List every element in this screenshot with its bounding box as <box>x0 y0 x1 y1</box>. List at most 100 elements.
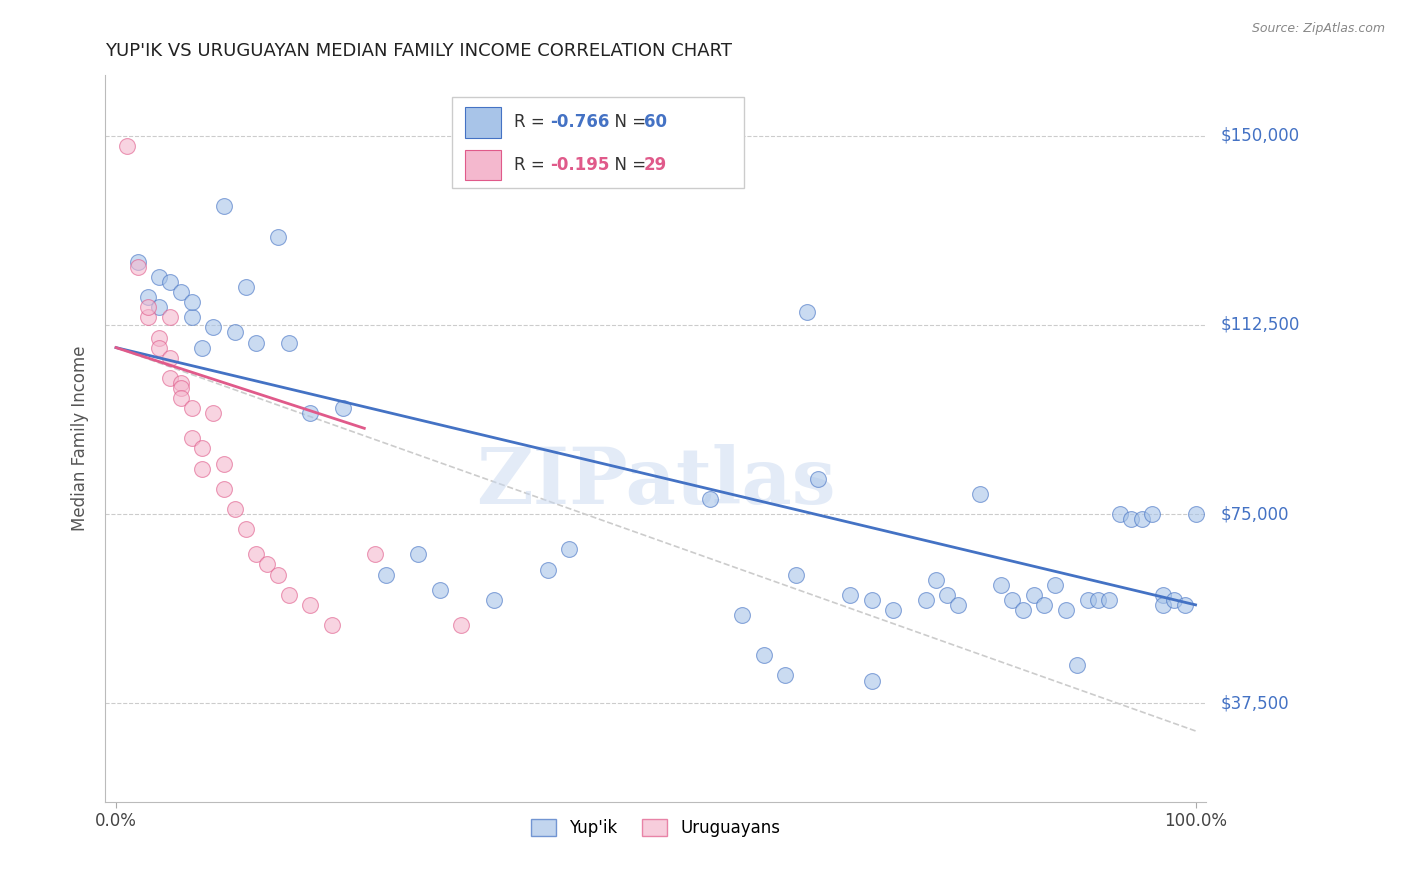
Point <box>807 472 830 486</box>
Point <box>267 567 290 582</box>
Point <box>1174 598 1197 612</box>
Point <box>170 285 193 299</box>
Point <box>202 320 225 334</box>
Point <box>321 618 343 632</box>
Point <box>1163 592 1185 607</box>
Point <box>159 371 181 385</box>
Point <box>860 592 883 607</box>
Point <box>235 522 257 536</box>
Legend: Yup'ik, Uruguayans: Yup'ik, Uruguayans <box>524 813 787 844</box>
Point <box>170 376 193 390</box>
Point <box>277 335 299 350</box>
Text: $37,500: $37,500 <box>1220 694 1289 712</box>
Point <box>364 548 387 562</box>
Point <box>537 562 560 576</box>
Point <box>1098 592 1121 607</box>
Point <box>138 310 160 325</box>
Point <box>1142 507 1164 521</box>
Point <box>1152 588 1174 602</box>
Point <box>1011 603 1033 617</box>
Point <box>277 588 299 602</box>
Point <box>1022 588 1045 602</box>
Point <box>1184 507 1206 521</box>
Point <box>731 607 754 622</box>
Point <box>1152 598 1174 612</box>
Point <box>127 255 149 269</box>
Point <box>775 668 797 682</box>
Text: R =: R = <box>513 156 550 174</box>
Point <box>1033 598 1056 612</box>
Point <box>170 391 193 405</box>
Point <box>1077 592 1099 607</box>
Point <box>159 310 181 325</box>
Point <box>299 598 322 612</box>
Point <box>450 618 472 632</box>
Point <box>138 290 160 304</box>
Point <box>202 406 225 420</box>
Text: R =: R = <box>513 113 550 131</box>
Text: $112,500: $112,500 <box>1220 316 1299 334</box>
Point <box>374 567 396 582</box>
Point <box>224 326 246 340</box>
Text: -0.195: -0.195 <box>550 156 609 174</box>
Point <box>1001 592 1024 607</box>
Point <box>839 588 862 602</box>
Point <box>860 673 883 688</box>
Point <box>159 275 181 289</box>
Point <box>1045 577 1067 591</box>
Point <box>148 300 170 314</box>
Point <box>990 577 1012 591</box>
Text: YUP'IK VS URUGUAYAN MEDIAN FAMILY INCOME CORRELATION CHART: YUP'IK VS URUGUAYAN MEDIAN FAMILY INCOME… <box>105 42 733 60</box>
Point <box>699 491 721 506</box>
Text: ZIPatlas: ZIPatlas <box>477 444 835 520</box>
Point <box>1119 512 1142 526</box>
Point <box>332 401 354 416</box>
Point <box>1109 507 1132 521</box>
Point <box>796 305 818 319</box>
Point <box>267 229 290 244</box>
Point <box>406 548 429 562</box>
FancyBboxPatch shape <box>453 97 744 188</box>
Text: 29: 29 <box>644 156 666 174</box>
Point <box>1087 592 1109 607</box>
Text: $150,000: $150,000 <box>1220 127 1299 145</box>
Point <box>946 598 969 612</box>
Point <box>914 592 936 607</box>
Point <box>1054 603 1077 617</box>
Point <box>212 482 235 496</box>
Point <box>558 542 581 557</box>
FancyBboxPatch shape <box>465 107 501 137</box>
Point <box>936 588 959 602</box>
Point <box>256 558 278 572</box>
Text: $75,000: $75,000 <box>1220 505 1289 523</box>
Point <box>180 310 202 325</box>
Point <box>148 341 170 355</box>
Point <box>245 548 267 562</box>
Point <box>752 648 775 663</box>
Point <box>1130 512 1153 526</box>
Point <box>191 461 214 475</box>
Point <box>482 592 505 607</box>
Point <box>180 401 202 416</box>
Point <box>212 457 235 471</box>
Point <box>148 270 170 285</box>
Point <box>429 582 451 597</box>
Point <box>1066 658 1088 673</box>
Text: Source: ZipAtlas.com: Source: ZipAtlas.com <box>1251 22 1385 36</box>
Point <box>191 341 214 355</box>
Text: N =: N = <box>605 113 651 131</box>
Point <box>245 335 267 350</box>
Text: 60: 60 <box>644 113 666 131</box>
Point <box>180 295 202 310</box>
Point <box>299 406 322 420</box>
Point <box>235 280 257 294</box>
Point <box>138 300 160 314</box>
Y-axis label: Median Family Income: Median Family Income <box>72 345 89 531</box>
Point <box>882 603 904 617</box>
Point <box>212 199 235 213</box>
FancyBboxPatch shape <box>465 150 501 180</box>
Point <box>925 573 948 587</box>
Text: -0.766: -0.766 <box>550 113 609 131</box>
Point <box>127 260 149 274</box>
Point <box>224 502 246 516</box>
